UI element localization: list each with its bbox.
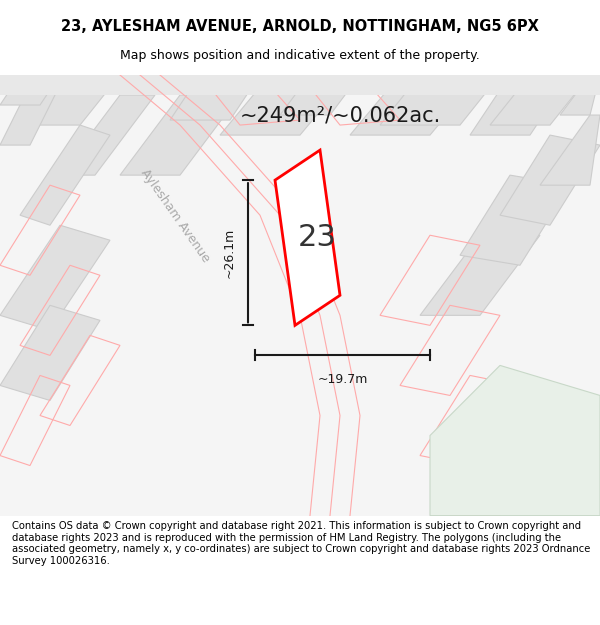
Text: ~26.1m: ~26.1m xyxy=(223,228,236,278)
Polygon shape xyxy=(490,75,590,125)
Polygon shape xyxy=(240,75,380,85)
Polygon shape xyxy=(280,75,360,115)
Polygon shape xyxy=(275,150,340,326)
Polygon shape xyxy=(560,75,600,115)
Polygon shape xyxy=(220,75,350,135)
Polygon shape xyxy=(0,306,100,401)
Polygon shape xyxy=(0,225,110,331)
Polygon shape xyxy=(470,75,570,135)
Text: 23: 23 xyxy=(298,223,337,253)
Polygon shape xyxy=(350,75,480,135)
Polygon shape xyxy=(120,95,240,175)
Polygon shape xyxy=(380,75,500,125)
Polygon shape xyxy=(460,175,570,265)
Text: 23, AYLESHAM AVENUE, ARNOLD, NOTTINGHAM, NG5 6PX: 23, AYLESHAM AVENUE, ARNOLD, NOTTINGHAM,… xyxy=(61,19,539,34)
Text: Contains OS data © Crown copyright and database right 2021. This information is : Contains OS data © Crown copyright and d… xyxy=(12,521,590,566)
Text: ~19.7m: ~19.7m xyxy=(317,373,368,386)
Text: Aylesham Avenue: Aylesham Avenue xyxy=(138,166,212,264)
Polygon shape xyxy=(430,366,600,516)
Polygon shape xyxy=(500,135,600,225)
Polygon shape xyxy=(420,235,540,316)
Text: Map shows position and indicative extent of the property.: Map shows position and indicative extent… xyxy=(120,49,480,62)
Polygon shape xyxy=(20,125,110,225)
Polygon shape xyxy=(0,75,600,95)
Polygon shape xyxy=(170,75,260,120)
Polygon shape xyxy=(0,85,60,145)
Polygon shape xyxy=(0,75,60,105)
Polygon shape xyxy=(540,115,600,185)
Polygon shape xyxy=(30,75,120,125)
Polygon shape xyxy=(60,95,155,175)
Text: ~249m²/~0.062ac.: ~249m²/~0.062ac. xyxy=(239,105,440,125)
